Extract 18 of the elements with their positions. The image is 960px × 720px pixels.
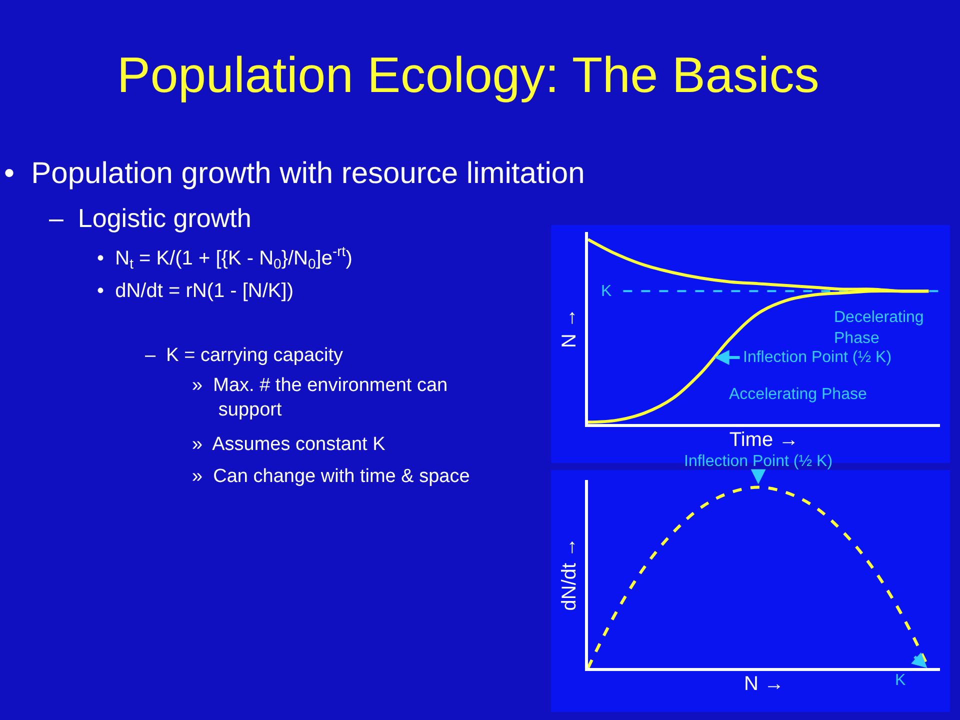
x-axis-title: N → (744, 672, 784, 695)
text: • dN/dt = rN(1 - [N/K]) (97, 280, 294, 302)
text: K (895, 672, 906, 689)
text: • N$_{t}$ = K/(1 + [{K - N$_{0}$}/N$_{0}$]e$^{-rt}$) (97, 243, 352, 272)
text: Population Ecology: The Basics (117, 47, 820, 103)
annotation: Inflection Point (½ K) (743, 349, 892, 366)
annotation: Accelerating Phase (729, 386, 867, 403)
text: » Max. # the environment can support (192, 375, 448, 421)
text: » Assumes constant K (192, 434, 386, 455)
annotation: Decelerating Phase (834, 309, 924, 347)
text: » Can change with time & space (192, 466, 470, 487)
text: • Population growth with resource limitation (4, 157, 585, 190)
ref-line-label: K (601, 283, 612, 300)
y-axis-title: N → (558, 308, 580, 348)
text: – Logistic growth (49, 203, 252, 233)
y-axis-title: dN/dt → (558, 537, 580, 611)
text: – K = carrying capacity (145, 345, 344, 366)
x-axis-title: Time → (729, 428, 799, 451)
